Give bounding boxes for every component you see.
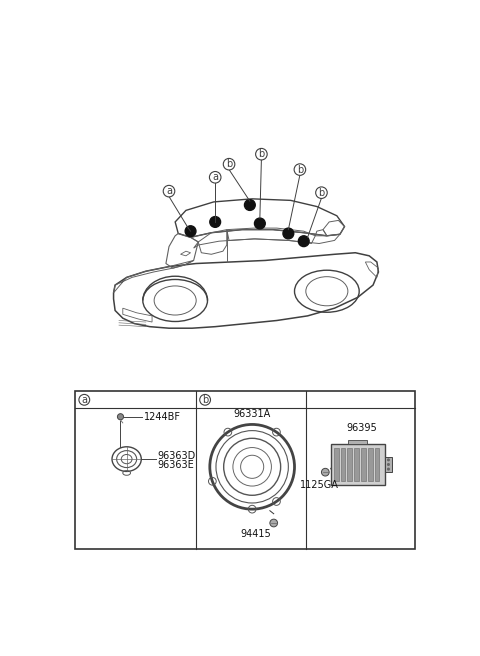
Circle shape: [294, 164, 306, 175]
Circle shape: [118, 414, 123, 420]
Circle shape: [283, 228, 294, 239]
Bar: [348, 447, 352, 482]
Circle shape: [244, 199, 255, 211]
Bar: [341, 447, 346, 482]
Circle shape: [185, 226, 196, 237]
Bar: [331, 445, 384, 485]
Circle shape: [387, 463, 390, 466]
Text: b: b: [258, 149, 264, 159]
Bar: [375, 447, 380, 482]
Text: b: b: [226, 159, 232, 169]
Circle shape: [299, 236, 309, 247]
Text: 96331A: 96331A: [234, 409, 271, 419]
Circle shape: [210, 216, 221, 228]
Text: a: a: [81, 395, 87, 405]
Text: b: b: [318, 188, 324, 197]
Bar: [334, 447, 338, 482]
Text: 96363E: 96363E: [157, 461, 194, 470]
Text: 94415: 94415: [240, 529, 271, 539]
Circle shape: [163, 186, 175, 197]
Text: b: b: [202, 395, 208, 405]
Bar: [384, 457, 392, 472]
Circle shape: [200, 394, 211, 405]
Text: 1125GA: 1125GA: [300, 480, 338, 489]
Circle shape: [387, 468, 390, 470]
Circle shape: [223, 158, 235, 170]
Bar: [368, 447, 372, 482]
Text: 96363D: 96363D: [157, 451, 196, 461]
Circle shape: [322, 468, 329, 476]
Text: 96395: 96395: [346, 422, 377, 432]
Bar: [354, 447, 359, 482]
Circle shape: [254, 218, 265, 229]
Circle shape: [387, 459, 390, 461]
Text: a: a: [212, 173, 218, 182]
Bar: [348, 440, 367, 445]
Bar: [75, 392, 415, 549]
Bar: [361, 447, 366, 482]
Circle shape: [270, 519, 277, 527]
Circle shape: [209, 171, 221, 183]
Circle shape: [79, 394, 90, 405]
Text: 1244BF: 1244BF: [144, 412, 180, 422]
Text: a: a: [166, 186, 172, 196]
Circle shape: [316, 187, 327, 199]
Text: b: b: [297, 165, 303, 174]
Circle shape: [256, 148, 267, 160]
